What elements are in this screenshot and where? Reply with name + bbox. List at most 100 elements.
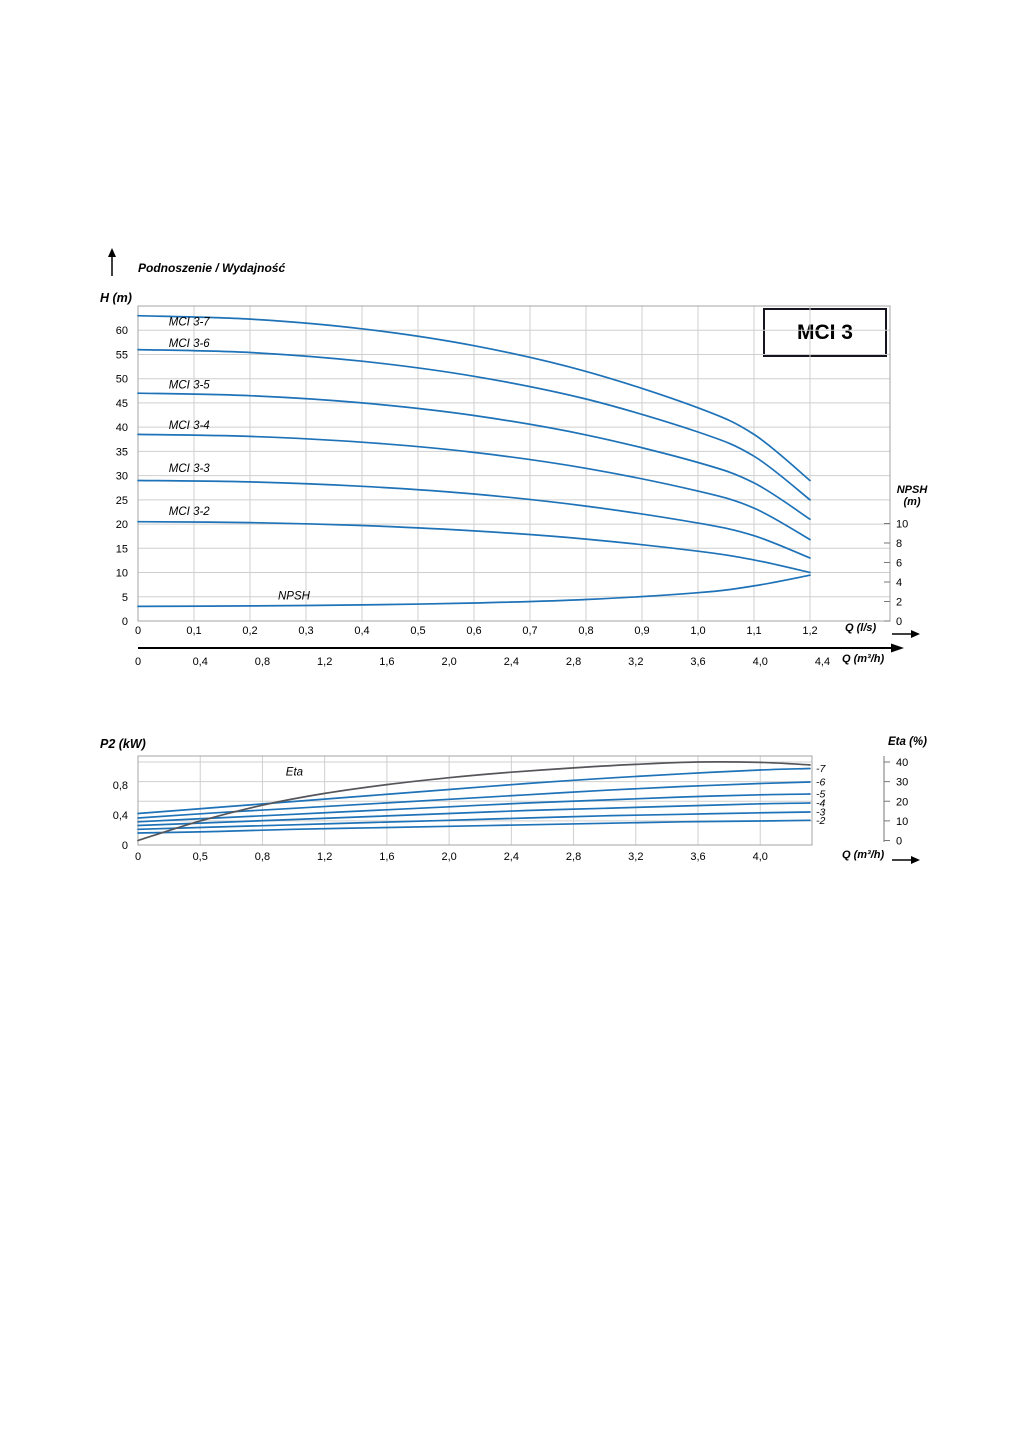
curve-end-label--4: -4 (816, 798, 825, 810)
m3h-tick-label: 3,6 (690, 851, 705, 863)
model-badge: MCI 3 (763, 308, 887, 357)
h-tick-label: 0 (122, 616, 128, 628)
lps-tick-label: 0,1 (186, 625, 201, 637)
lps-tick-label: 0,3 (298, 625, 313, 637)
power-efficiency-chart: 0 0,4 0,8 0 0,5 0,8 1,2 1,6 2,0 2,4 2,8 3,2 3,6 4,0 0 1… (113, 755, 908, 863)
right-arrow-icon (892, 626, 920, 644)
p2-tick-label: 0,8 (113, 780, 128, 792)
eta-tick-label: 20 (896, 796, 908, 808)
curve-label-MCI 3-4: MCI 3-4 (169, 420, 210, 432)
eta-tick-label: 40 (896, 757, 908, 769)
npsh-tick-label: 2 (896, 597, 902, 609)
h-tick-label: 20 (116, 519, 128, 531)
m3h-tick-label: 0,8 (255, 656, 270, 668)
h-tick-label: 10 (116, 568, 128, 580)
x-axis-label-lps: Q (l/s) (845, 622, 877, 634)
m3h-tick-label: 4,4 (815, 656, 830, 668)
head-axis-label: H (m) (100, 291, 132, 305)
x-axis-label-m3h-top: Q (m³/h) (842, 653, 885, 665)
p2-tick-label: 0 (122, 840, 128, 852)
curve-label-MCI 3-2: MCI 3-2 (169, 506, 211, 518)
m3h-tick-label: 4,0 (753, 656, 768, 668)
lps-tick-label: 0,9 (634, 625, 649, 637)
h-tick-label: 60 (116, 325, 128, 337)
curve-end-label--2: -2 (816, 815, 825, 827)
curve-MCI 3-4 (137, 433, 811, 541)
curve--3 (137, 811, 811, 831)
npsh-axis-label-text: NPSH (896, 484, 928, 496)
m3h-tick-label: 3,2 (628, 851, 643, 863)
m3h-tick-label: 3,6 (690, 656, 705, 668)
right-arrow-icon (892, 852, 920, 870)
plot-border (137, 755, 813, 846)
lps-tick-label: 0,6 (466, 625, 481, 637)
npsh-tick-label: 10 (896, 519, 908, 531)
h-tick-label: 50 (116, 374, 128, 386)
m3h-tick-label: 1,6 (379, 656, 394, 668)
h-tick-label: 5 (122, 592, 128, 604)
curve-label-Eta: Eta (286, 766, 303, 778)
m3h-tick-label: 0,5 (193, 851, 208, 863)
m3h-tick-label: 2,0 (441, 851, 456, 863)
curve--4 (137, 802, 811, 827)
npsh-tick-label: 6 (896, 558, 902, 570)
curve-NPSH (137, 574, 811, 608)
h-tick-label: 35 (116, 446, 128, 458)
m3h-tick-label: 2,4 (504, 656, 519, 668)
curve--5 (137, 793, 811, 823)
m3h-tick-label: 2,4 (504, 851, 519, 863)
eta-tick-label: 0 (896, 836, 902, 848)
curve-label-NPSH: NPSH (278, 591, 311, 603)
chart-title: Podnoszenie / Wydajność (138, 261, 286, 275)
curve-label-MCI 3-3: MCI 3-3 (169, 463, 211, 475)
plot-border (137, 305, 891, 622)
curve-MCI 3-3 (137, 479, 811, 559)
lps-tick-label: 1,2 (802, 625, 817, 637)
p2-tick-label: 0,4 (113, 810, 128, 822)
npsh-tick-label: 4 (896, 577, 902, 589)
head-capacity-chart: 0 5 10 15 20 25 30 35 40 45 50 55 60 0 2 4 6 8 10 0 0,1 0,2 0,… (116, 305, 908, 668)
m3h-tick-label: 0 (135, 656, 141, 668)
lps-tick-label: 0,2 (242, 625, 257, 637)
curve--2 (137, 819, 811, 834)
m3h-tick-label: 1,6 (379, 851, 394, 863)
npsh-axis-unit: (m) (903, 496, 921, 508)
curve-label-MCI 3-7: MCI 3-7 (169, 316, 211, 328)
m3h-tick-label: 2,8 (566, 851, 581, 863)
h-tick-label: 45 (116, 398, 128, 410)
eta-tick-label: 30 (896, 777, 908, 789)
eta-axis-label: Eta (%) (888, 736, 927, 748)
h-tick-label: 15 (116, 543, 128, 555)
curve-MCI 3-7 (137, 314, 811, 482)
x-axis-label-m3h-bottom: Q (m³/h) (842, 849, 885, 861)
curve--6 (137, 781, 811, 819)
curve-label-MCI 3-5: MCI 3-5 (169, 379, 211, 391)
m3h-tick-label: 2,8 (566, 656, 581, 668)
m3h-tick-label: 0,8 (255, 851, 270, 863)
m3h-tick-label: 1,2 (317, 851, 332, 863)
lps-tick-label: 0,7 (522, 625, 537, 637)
lps-tick-label: 0,8 (578, 625, 593, 637)
curve-MCI 3-2 (137, 520, 811, 574)
lps-tick-label: 0,4 (354, 625, 369, 637)
npsh-tick-label: 8 (896, 538, 902, 550)
h-tick-label: 55 (116, 349, 128, 361)
lps-tick-label: 1,1 (746, 625, 761, 637)
curve--7 (137, 767, 811, 815)
h-tick-label: 30 (116, 471, 128, 483)
curve-MCI 3-6 (137, 348, 811, 501)
curve-end-label--7: -7 (816, 763, 826, 775)
curve-end-label--6: -6 (816, 777, 825, 789)
lps-tick-label: 1,0 (690, 625, 705, 637)
lps-tick-label: 0 (135, 625, 141, 637)
curve-end-label--3: -3 (816, 807, 825, 819)
curve-Eta (137, 761, 811, 842)
h-tick-label: 25 (116, 495, 128, 507)
power-axis-label: P2 (kW) (100, 737, 146, 751)
m3h-tick-label: 4,0 (753, 851, 768, 863)
lps-tick-label: 0,5 (410, 625, 425, 637)
h-tick-label: 40 (116, 422, 128, 434)
curve-label-MCI 3-6: MCI 3-6 (169, 338, 211, 350)
npsh-tick-label: 0 (896, 616, 902, 628)
